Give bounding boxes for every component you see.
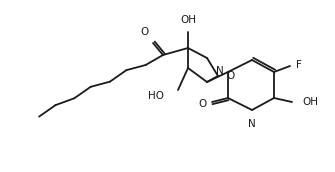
Text: N: N bbox=[248, 119, 256, 129]
Text: OH: OH bbox=[180, 15, 196, 25]
Text: OH: OH bbox=[302, 97, 318, 107]
Text: N: N bbox=[216, 66, 224, 76]
Text: O: O bbox=[199, 99, 207, 109]
Text: F: F bbox=[296, 60, 302, 70]
Text: HO: HO bbox=[148, 91, 164, 101]
Text: O: O bbox=[141, 27, 149, 37]
Text: O: O bbox=[226, 71, 234, 81]
